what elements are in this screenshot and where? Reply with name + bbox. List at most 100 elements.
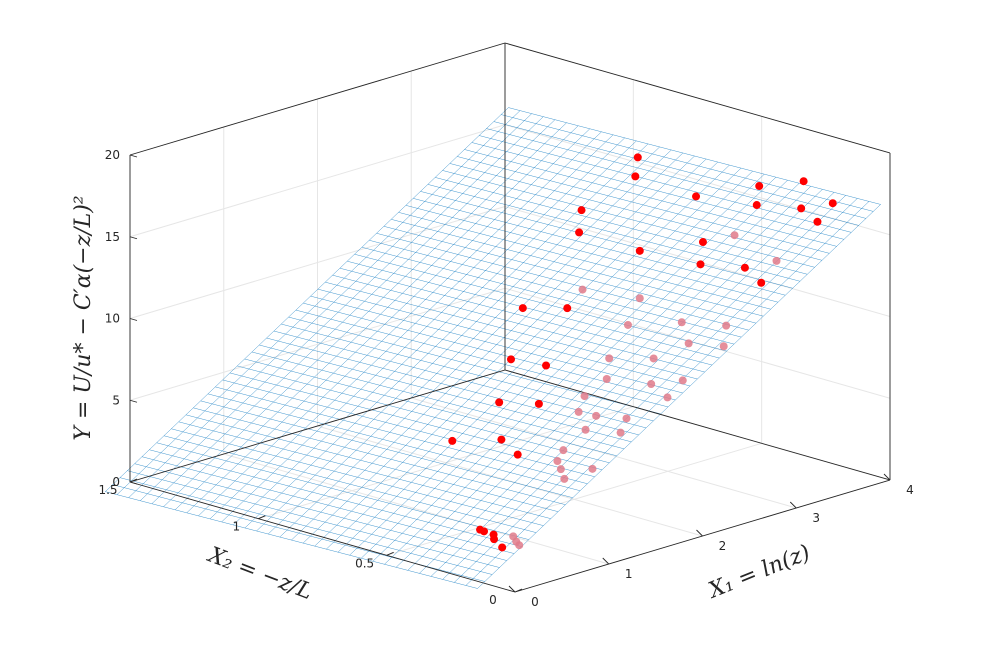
data-point — [518, 304, 527, 313]
mesh-line — [198, 131, 602, 517]
mesh-line — [279, 152, 684, 538]
grid-line — [223, 453, 609, 565]
mesh-line — [140, 116, 544, 501]
data-point — [755, 182, 764, 191]
data-point — [740, 263, 749, 272]
tick-mark — [129, 478, 138, 483]
y-tick-label: 0 — [112, 475, 120, 489]
tick-mark — [129, 154, 138, 158]
x1-tick-label: 3 — [812, 511, 820, 525]
grid-line — [504, 206, 891, 317]
tick-mark — [386, 551, 394, 556]
data-point — [476, 525, 485, 534]
mesh-line — [384, 180, 788, 565]
grid-line — [411, 397, 797, 509]
data-point — [828, 199, 837, 208]
data-point — [556, 465, 565, 474]
data-point — [534, 399, 543, 408]
grid-line — [317, 425, 703, 537]
mesh-line — [128, 113, 532, 498]
y-tick-label: 20 — [105, 148, 120, 162]
x2-tick-label: 0.5 — [355, 556, 374, 570]
tick-mark — [514, 588, 523, 593]
mesh-line — [349, 170, 753, 556]
mesh-line — [454, 198, 858, 583]
mesh-line — [395, 183, 800, 568]
data-point — [588, 464, 597, 473]
mesh-line — [174, 125, 579, 510]
y-axis-label: Y = U/u* − C′α(−z/L)² — [71, 195, 96, 440]
data-point — [498, 543, 507, 552]
grid-line — [129, 287, 506, 401]
tick-mark — [696, 529, 703, 537]
mesh-line — [116, 110, 521, 495]
fitted-surface-mesh — [105, 107, 881, 589]
mesh-line — [163, 122, 567, 507]
data-point — [663, 393, 672, 402]
data-point — [497, 435, 506, 444]
data-points — [448, 153, 837, 552]
tick-mark — [258, 515, 266, 520]
data-point — [772, 256, 781, 265]
data-point — [635, 294, 644, 303]
tick-mark — [129, 399, 138, 403]
mesh-line — [209, 134, 614, 520]
axis-edge — [504, 42, 891, 154]
data-point — [623, 320, 632, 329]
mesh-line — [442, 195, 846, 580]
mesh-line — [430, 192, 835, 577]
grid-line — [129, 206, 506, 319]
data-point — [553, 457, 562, 466]
mesh-line — [244, 143, 649, 529]
axis-edge — [129, 42, 506, 156]
grid-line — [258, 406, 634, 520]
data-point — [448, 436, 457, 445]
data-point — [605, 354, 614, 363]
x2-tick-label: 1.5 — [98, 483, 117, 497]
axis-edge — [129, 369, 506, 483]
x2-tick-label: 0 — [489, 593, 497, 607]
mesh-line — [314, 161, 718, 547]
data-point — [797, 204, 806, 213]
mesh-line — [221, 137, 625, 523]
grid-line — [504, 124, 891, 236]
data-point — [752, 201, 761, 210]
data-point — [563, 304, 572, 313]
data-point — [719, 342, 728, 351]
data-point — [560, 474, 569, 483]
mesh-line — [361, 173, 765, 559]
data-point — [574, 407, 583, 416]
tick-mark — [129, 318, 138, 321]
data-point — [622, 414, 631, 423]
data-point — [631, 172, 640, 181]
data-point — [616, 428, 625, 437]
tick-mark — [129, 236, 138, 240]
x2-tick-label: 1 — [233, 520, 241, 534]
data-point — [635, 246, 644, 255]
mesh-line — [233, 140, 637, 526]
data-point — [649, 354, 658, 363]
data-point — [575, 228, 584, 237]
x2-axis-label: X₂ = −z/L — [203, 542, 316, 605]
y-tick-label: 10 — [105, 312, 120, 326]
data-point — [509, 532, 518, 541]
grid-line — [129, 124, 506, 238]
x1-tick-label: 2 — [719, 539, 727, 553]
data-point — [647, 379, 656, 388]
tick-mark — [129, 481, 138, 485]
mesh-line — [267, 149, 672, 535]
data-point — [696, 260, 705, 269]
x1-tick-label: 4 — [906, 483, 914, 497]
data-point — [813, 217, 822, 226]
tick-mark — [602, 557, 610, 565]
data-point — [495, 398, 504, 407]
axes-box — [129, 42, 891, 593]
data-point — [559, 446, 568, 455]
data-point — [684, 339, 693, 348]
data-point — [757, 278, 766, 287]
mesh-line — [291, 155, 695, 541]
mesh-line — [256, 146, 660, 532]
data-point — [698, 238, 707, 247]
data-point — [542, 361, 551, 370]
